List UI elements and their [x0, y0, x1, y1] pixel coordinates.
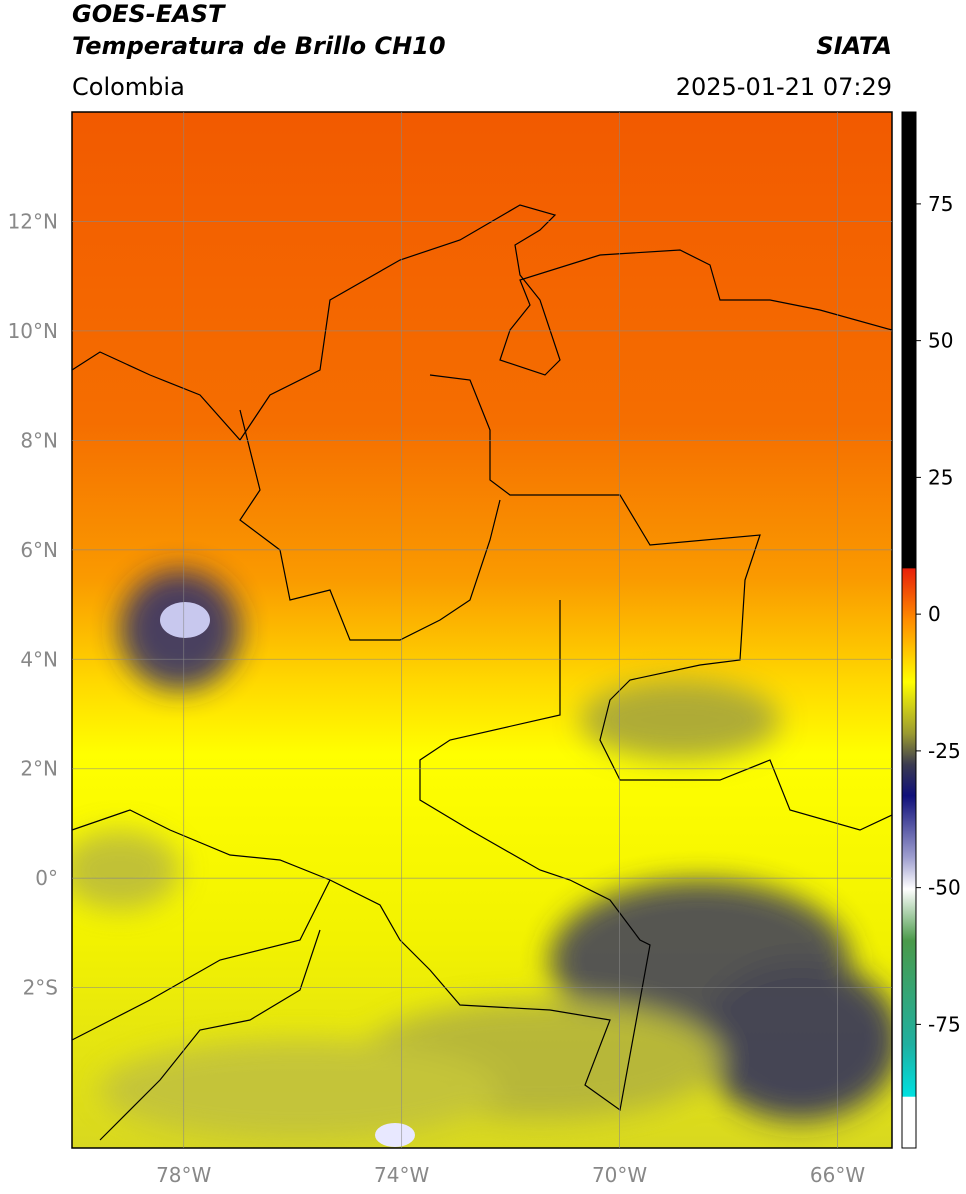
region: Colombia: [72, 73, 185, 101]
y-tick-label: 2°S: [23, 976, 58, 1000]
satellite: GOES-EAST: [72, 0, 226, 28]
y-tick-label: 4°N: [20, 647, 58, 671]
y-tick-label: 12°N: [8, 209, 58, 233]
colorbar-tick-label: -25: [928, 739, 961, 763]
x-tick-label: 78°W: [156, 1163, 211, 1187]
y-tick-label: 2°N: [20, 757, 58, 781]
borders: [71, 204, 893, 1141]
y-tick-label: 8°N: [20, 428, 58, 452]
colorbar-tick-label: -75: [928, 1012, 961, 1036]
map-frame: [71, 111, 893, 1149]
x-tick-label: 70°W: [592, 1163, 647, 1187]
colorbar-tick-label: -50: [928, 876, 961, 900]
y-tick-label: 6°N: [20, 538, 58, 562]
colorbar-tick-label: 75: [928, 192, 953, 216]
datetime: 2025-01-21 07:29: [676, 73, 892, 101]
y-tick-label: 10°N: [8, 319, 58, 343]
colorbar-tick-label: 50: [928, 329, 953, 353]
map-image: [72, 112, 892, 1148]
x-tick-label: 66°W: [810, 1163, 865, 1187]
y-tick-label: 0°: [35, 866, 58, 890]
colorbar-tick-label: 0: [928, 602, 941, 626]
product: Temperatura de Brillo CH10: [72, 32, 446, 60]
colorbar: [901, 111, 917, 1149]
x-tick-label: 74°W: [374, 1163, 429, 1187]
agency: SIATA: [816, 32, 892, 60]
colorbar-tick-label: 25: [928, 465, 953, 489]
